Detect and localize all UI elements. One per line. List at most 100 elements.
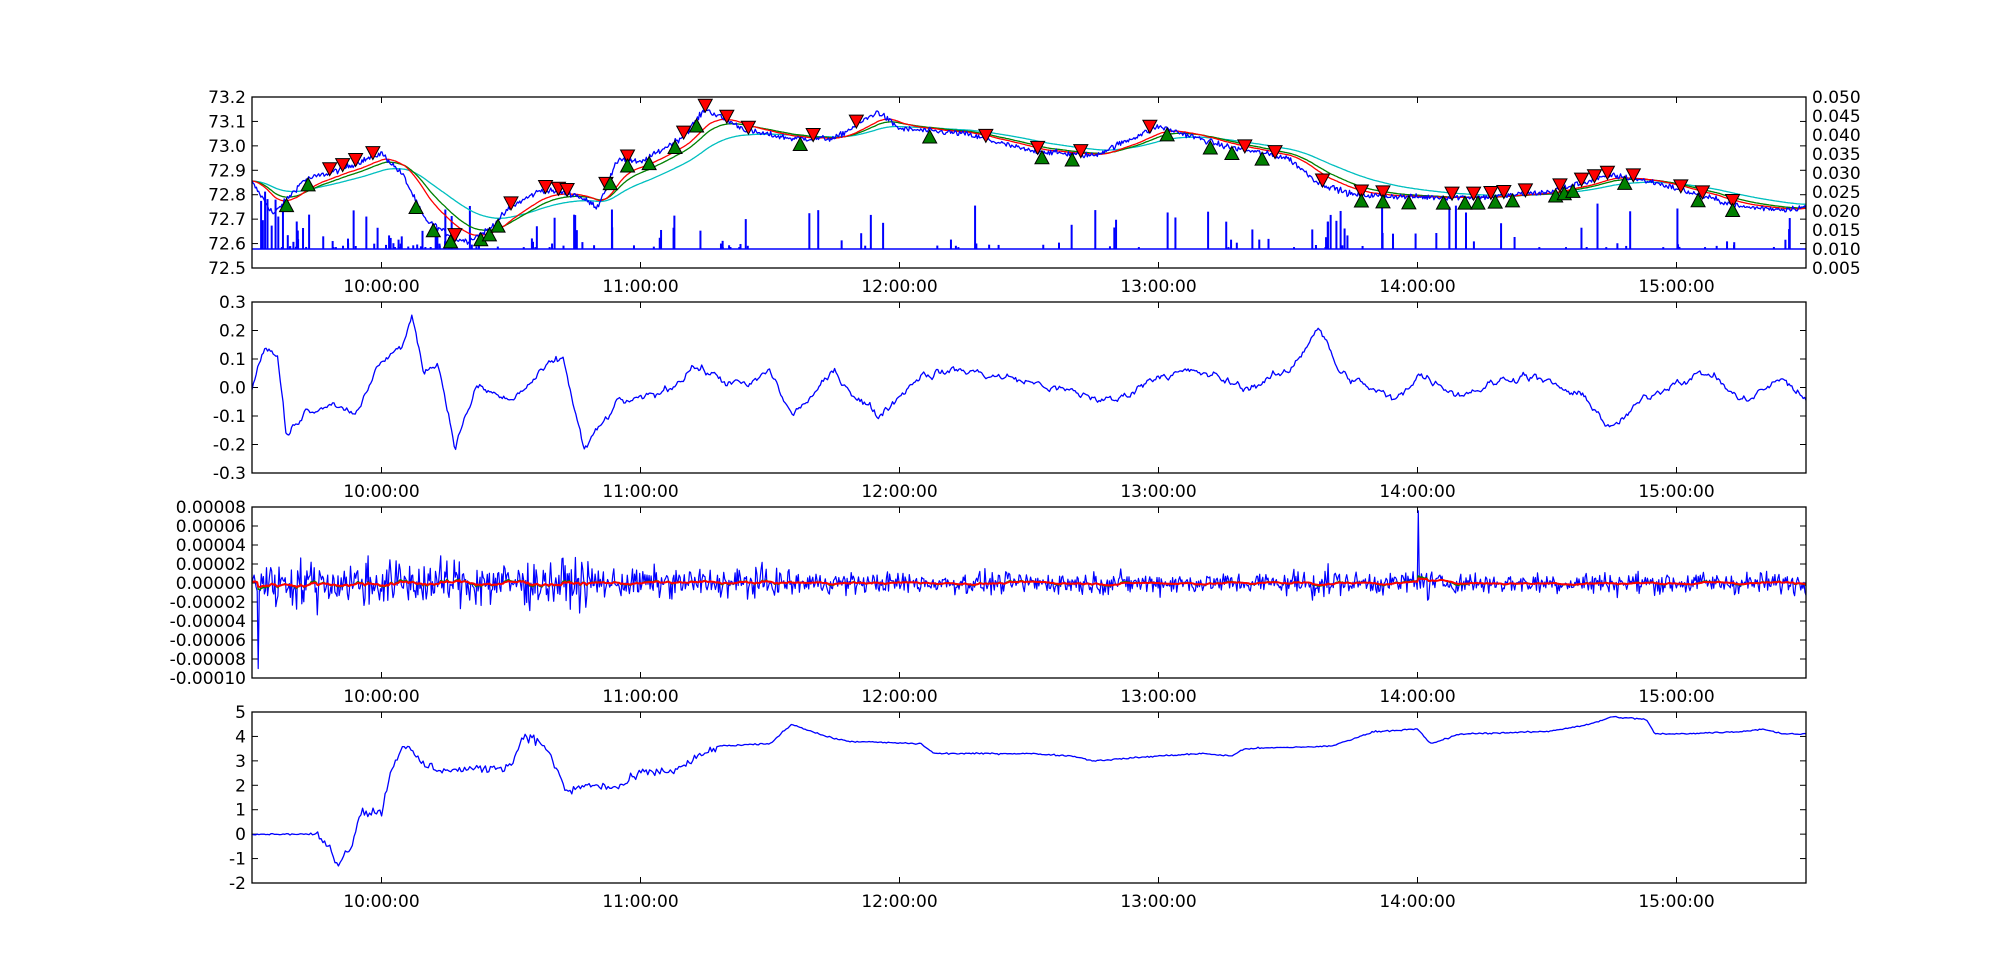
sell-marker: [1465, 186, 1482, 202]
x-tick-label: 12:00:00: [861, 687, 937, 707]
ma-line-green: [252, 121, 1806, 231]
returns-line: [252, 510, 1806, 670]
y-tick-label: -0.2: [213, 436, 246, 456]
x-tick-label: 15:00:00: [1638, 687, 1714, 707]
y2-tick-label: 0.005: [1812, 259, 1861, 279]
buy-marker: [1435, 195, 1452, 210]
plot-area: [252, 715, 1806, 867]
y-tick-label: 4: [235, 727, 246, 747]
y2-tick-label: 0.035: [1812, 145, 1861, 165]
x-tick-label: 11:00:00: [602, 687, 678, 707]
ma-line-cyan: [252, 125, 1806, 220]
x-tick-label: 15:00:00: [1638, 892, 1714, 912]
sell-marker: [1072, 144, 1089, 159]
y-tick-label: 73.0: [208, 137, 246, 157]
sell-marker: [619, 149, 636, 165]
buy-marker: [1690, 192, 1706, 208]
sell-marker: [1353, 184, 1370, 200]
x-tick-label: 14:00:00: [1379, 892, 1455, 912]
buy-marker: [300, 176, 316, 192]
sell-marker: [334, 158, 351, 173]
y-tick-label: 73.1: [208, 112, 246, 132]
sell-marker: [1236, 139, 1253, 154]
sell-marker: [977, 128, 994, 144]
ma-line-red: [252, 118, 1806, 236]
x-tick-label: 15:00:00: [1638, 277, 1714, 297]
plot-area: [252, 510, 1806, 670]
x-tick-label: 14:00:00: [1379, 482, 1455, 502]
y-tick-label: -1: [229, 850, 246, 870]
sell-marker: [1625, 168, 1642, 183]
y-tick-label: -0.00008: [170, 650, 246, 670]
x-tick-label: 14:00:00: [1379, 687, 1455, 707]
buy-marker: [1401, 194, 1417, 210]
x-tick-label: 13:00:00: [1120, 687, 1196, 707]
buy-marker: [688, 117, 705, 133]
buy-marker: [1565, 183, 1581, 198]
y2-tick-label: 0.020: [1812, 202, 1861, 222]
x-tick-label: 13:00:00: [1120, 892, 1196, 912]
y-tick-label: 72.7: [208, 210, 246, 230]
buy-marker: [1159, 126, 1175, 142]
oscillator-line: [252, 314, 1806, 451]
sell-marker: [1573, 172, 1590, 188]
x-tick-label: 13:00:00: [1120, 277, 1196, 297]
plot-area: [252, 314, 1806, 451]
sell-marker: [347, 152, 364, 168]
cumulative-line: [252, 715, 1806, 867]
x-tick-label: 15:00:00: [1638, 482, 1714, 502]
y-tick-label: 0.00004: [176, 536, 246, 556]
sell-marker: [1552, 178, 1568, 193]
x-tick-label: 10:00:00: [343, 687, 419, 707]
buy-marker: [619, 157, 636, 173]
y-tick-label: 0: [235, 825, 246, 845]
y-tick-label: 0.1: [219, 350, 246, 370]
x-tick-label: 12:00:00: [861, 892, 937, 912]
buy-marker: [1724, 202, 1741, 217]
returns-panel: -0.00010-0.00008-0.00006-0.00004-0.00002…: [170, 498, 1807, 707]
buy-marker: [1457, 195, 1473, 210]
y-tick-label: 3: [235, 752, 246, 772]
sell-marker: [675, 125, 692, 141]
y2-tick-label: 0.050: [1812, 88, 1861, 108]
x-tick-label: 12:00:00: [861, 482, 937, 502]
sell-marker: [447, 228, 463, 243]
sell-marker: [559, 182, 575, 198]
cumulative-panel: -2 -1 0 1 2 3 4 5 10:00:00 11:00:00 12:00:00 13:00:…: [229, 703, 1807, 912]
axes-frame: [251, 96, 1807, 269]
sell-marker: [1517, 183, 1534, 198]
buy-marker: [481, 226, 498, 242]
x-tick-label: 10:00:00: [343, 277, 419, 297]
buy-marker: [1375, 193, 1391, 209]
y-tick-label: -0.00010: [170, 669, 246, 689]
y2-tick-label: 0.010: [1812, 240, 1861, 260]
buy-marker: [278, 197, 295, 213]
y-tick-label: 1: [235, 801, 246, 821]
sell-marker: [1495, 185, 1512, 200]
buy-marker: [1202, 139, 1219, 155]
x-tick-label: 12:00:00: [861, 277, 937, 297]
y-tick-label: 2: [235, 776, 246, 796]
sell-marker: [848, 114, 865, 130]
sell-marker: [1586, 169, 1603, 184]
y-tick-label: 72.9: [208, 161, 246, 181]
buy-marker: [1353, 192, 1370, 208]
buy-marker: [425, 222, 442, 238]
y-tick-label: 0.00002: [176, 555, 246, 575]
returns-smooth-red: [252, 577, 1806, 589]
buy-marker: [442, 233, 459, 249]
buy-marker: [1504, 192, 1521, 208]
sell-marker: [365, 146, 381, 161]
y-tick-label: 0.3: [219, 293, 246, 313]
y-tick-label: 72.6: [208, 235, 246, 255]
buy-marker: [1034, 149, 1050, 165]
price-line: [252, 109, 1806, 245]
y2-tick-label: 0.045: [1812, 107, 1861, 127]
y-tick-label: 5: [235, 703, 246, 723]
axes-frame: [251, 301, 1807, 474]
x-tick-label: 13:00:00: [1120, 482, 1196, 502]
x-tick-label: 10:00:00: [343, 482, 419, 502]
buy-marker: [602, 175, 619, 191]
axes-frame: [251, 711, 1807, 884]
